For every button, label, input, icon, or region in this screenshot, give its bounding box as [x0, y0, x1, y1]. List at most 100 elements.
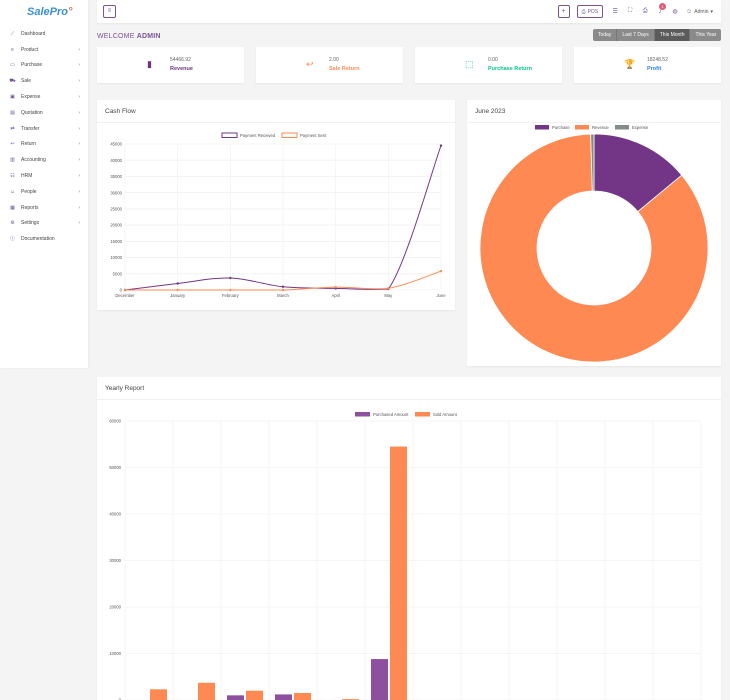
chevron-right-icon: › — [78, 62, 80, 69]
y-tick-label: 0 — [119, 698, 122, 700]
sidebar-item-label: Product — [21, 46, 39, 53]
sidebar-item-label: Documentation — [21, 236, 55, 243]
chevron-right-icon: › — [78, 220, 80, 227]
y-tick-label: 25000 — [110, 206, 122, 211]
dashboard-icon: ⟋ — [10, 30, 15, 37]
sidebar-item-label: Return — [21, 141, 37, 148]
bar-purchased-amount — [275, 694, 292, 700]
report-icon: ▦ — [10, 204, 15, 211]
chevron-down-icon: ▾ — [710, 8, 713, 15]
sidebar-item-expense[interactable]: ▣ Expense › — [0, 89, 88, 105]
sidebar-item-documentation[interactable]: ⓘ Documentation — [0, 231, 88, 247]
sidebar-item-reports[interactable]: ▦ Reports › — [0, 200, 88, 216]
print-icon[interactable]: ⎙ — [642, 8, 648, 14]
fullscreen-icon[interactable]: ⛶ — [628, 8, 633, 14]
chevron-right-icon: › — [78, 125, 80, 132]
y-tick-label: 10000 — [110, 255, 122, 260]
data-point — [281, 285, 285, 288]
globe-icon[interactable]: ◍ — [672, 9, 678, 15]
bar-chart-icon: ▮ — [147, 59, 152, 69]
data-point — [387, 287, 390, 290]
pos-button[interactable]: ⎙ POS — [576, 5, 604, 18]
sidebar: SalePro° ⟋ Dashboard ≡ Product › ▭ Purchase › ⛟ S… — [0, 0, 88, 368]
yearly-report-title: Yearly Report — [105, 385, 145, 392]
data-point — [123, 288, 127, 292]
y-tick-label: 20000 — [110, 223, 122, 228]
brand-logo[interactable]: SalePro° — [27, 6, 73, 18]
chevron-right-icon: › — [78, 78, 80, 85]
sidebar-item-settings[interactable]: ⚙ Settings › — [0, 216, 88, 232]
y-tick-label: 40000 — [110, 158, 122, 163]
briefcase-icon: ▥ — [10, 157, 15, 164]
bar-purchased-amount — [371, 659, 388, 700]
trophy-icon: 🏆 — [624, 59, 636, 69]
x-tick-label: April — [331, 293, 339, 298]
sidebar-item-label: Purchase — [21, 62, 43, 69]
data-point — [439, 269, 443, 273]
sidebar-item-sale[interactable]: ⛟ Sale › — [0, 73, 88, 89]
gear-icon: ⚙ — [10, 220, 15, 227]
legend-swatch — [355, 412, 370, 417]
sidebar-item-label: Settings — [21, 220, 40, 227]
user-menu[interactable]: ☺ Admin ▾ — [686, 8, 713, 15]
cash-flow-title: Cash Flow — [105, 108, 136, 115]
sidebar-item-label: Dashboard — [21, 30, 46, 37]
date-filter-group: Today Last 7 Days This Month This Year — [593, 29, 722, 41]
data-point — [229, 288, 232, 292]
y-tick-label: 20000 — [109, 605, 121, 610]
chevron-right-icon: › — [78, 141, 80, 148]
bar-sold-amount — [246, 690, 263, 700]
welcome-text: WELCOME ADMIN — [97, 33, 161, 40]
legend-label: Revenue — [592, 125, 609, 130]
sidebar-item-transfer[interactable]: ⇄ Transfer › — [0, 121, 88, 137]
sidebar-item-product[interactable]: ≡ Product › — [0, 42, 88, 58]
chevron-right-icon: › — [78, 109, 80, 116]
bell-icon[interactable]: ♪ 1 — [656, 2, 667, 15]
return-icon: ↩ — [10, 141, 15, 148]
notification-badge: 1 — [659, 2, 667, 10]
legend-swatch — [221, 132, 238, 138]
filter-this-year[interactable]: This Year — [690, 29, 722, 41]
sidebar-nav: ⟋ Dashboard ≡ Product › ▭ Purchase › ⛟ Sale › ▣ Expe… — [0, 26, 88, 247]
bar-sold-amount — [294, 693, 311, 700]
person-icon: ☺ — [9, 188, 16, 195]
plus-icon: + — [561, 8, 566, 15]
stat-label: Profit — [647, 66, 662, 72]
sidebar-item-label: Reports — [21, 204, 39, 211]
sidebar-item-label: Expense — [21, 94, 41, 101]
data-point — [334, 285, 337, 289]
y-tick-label: 5000 — [113, 271, 123, 276]
filter-last-7-days[interactable]: Last 7 Days — [617, 29, 655, 41]
stat-card-revenue: ▮ 54466.92 Revenue — [97, 47, 244, 83]
cash-flow-panel: Cash Flow 0 5000 10000 15000 20000 25000 30000… — [97, 100, 455, 310]
sidebar-item-dashboard[interactable]: ⟋ Dashboard — [0, 26, 88, 42]
sidebar-item-people[interactable]: ☺ People › — [0, 184, 88, 200]
chevron-right-icon: › — [78, 94, 80, 101]
bar-purchased-amount — [227, 695, 244, 700]
donut-chart: Purchase Revenue Expense — [479, 125, 709, 363]
yearly-report-panel: Yearly Report 0 10000 20000 30000 40000 50000… — [97, 377, 721, 700]
filter-this-month[interactable]: This Month — [654, 29, 691, 41]
x-tick-label: June — [436, 293, 446, 298]
data-point — [229, 276, 232, 280]
add-new-button[interactable]: + — [557, 5, 570, 18]
sidebar-item-hrm[interactable]: ☷ HRM › — [0, 168, 88, 184]
sidebar-item-quotation[interactable]: ▤ Quotation › — [0, 105, 88, 121]
product-icon: ≡ — [11, 46, 14, 53]
sidebar-item-return[interactable]: ↩ Return › — [0, 137, 88, 153]
legend-label: Payment Received — [240, 133, 276, 138]
bar-sold-amount — [198, 682, 215, 700]
menu-toggle-button[interactable]: ≡ — [103, 5, 116, 18]
y-tick-label: 30000 — [110, 190, 122, 195]
sidebar-item-label: Accounting — [21, 157, 46, 164]
filter-today[interactable]: Today — [593, 29, 618, 41]
sidebar-item-purchase[interactable]: ▭ Purchase › — [0, 58, 88, 74]
info-icon: ⓘ — [9, 236, 15, 243]
wallet-icon: ▣ — [10, 94, 15, 101]
list-icon[interactable]: ☰ — [612, 9, 618, 15]
stat-card-purchase-return: ⬚ 0.00 Purchase Return — [415, 47, 562, 83]
sidebar-item-label: Quotation — [21, 109, 43, 116]
legend-swatch — [615, 125, 629, 130]
sidebar-item-accounting[interactable]: ▥ Accounting › — [0, 152, 88, 168]
bar-sold-amount — [390, 446, 407, 700]
